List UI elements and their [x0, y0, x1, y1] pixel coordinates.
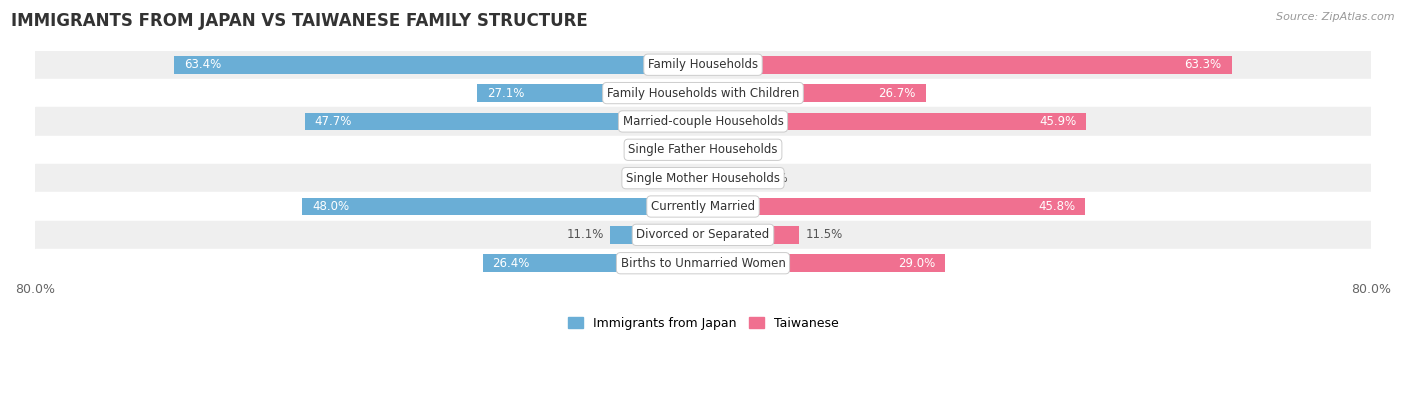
Bar [35, 192, 1371, 221]
Bar [703, 56, 1232, 73]
Bar [305, 113, 703, 130]
Text: 26.7%: 26.7% [879, 87, 915, 100]
Bar [35, 164, 1371, 192]
Legend: Immigrants from Japan, Taiwanese: Immigrants from Japan, Taiwanese [562, 312, 844, 335]
Text: Married-couple Households: Married-couple Households [623, 115, 783, 128]
Text: Single Mother Households: Single Mother Households [626, 172, 780, 184]
Bar [35, 135, 1371, 164]
Bar [703, 141, 721, 158]
Text: 5.8%: 5.8% [758, 172, 787, 184]
Text: Family Households with Children: Family Households with Children [607, 87, 799, 100]
Text: 63.3%: 63.3% [1184, 58, 1222, 71]
Bar [482, 254, 703, 272]
Text: 45.8%: 45.8% [1038, 200, 1076, 213]
Text: Family Households: Family Households [648, 58, 758, 71]
Bar [610, 226, 703, 244]
Bar [35, 249, 1371, 277]
Text: Currently Married: Currently Married [651, 200, 755, 213]
Bar [35, 51, 1371, 79]
Bar [35, 107, 1371, 135]
Text: 47.7%: 47.7% [315, 115, 352, 128]
Text: 11.1%: 11.1% [567, 228, 603, 241]
Text: 48.0%: 48.0% [312, 200, 349, 213]
Text: IMMIGRANTS FROM JAPAN VS TAIWANESE FAMILY STRUCTURE: IMMIGRANTS FROM JAPAN VS TAIWANESE FAMIL… [11, 12, 588, 30]
Bar [703, 198, 1085, 215]
Bar [686, 141, 703, 158]
Text: Divorced or Separated: Divorced or Separated [637, 228, 769, 241]
Bar [35, 221, 1371, 249]
Text: 45.9%: 45.9% [1039, 115, 1076, 128]
Text: 2.0%: 2.0% [650, 143, 679, 156]
Text: 26.4%: 26.4% [492, 257, 530, 270]
Bar [302, 198, 703, 215]
Bar [703, 84, 927, 102]
Bar [659, 169, 703, 187]
Bar [703, 254, 945, 272]
Text: 11.5%: 11.5% [806, 228, 844, 241]
Text: 5.2%: 5.2% [623, 172, 652, 184]
Bar [703, 113, 1087, 130]
Bar [35, 79, 1371, 107]
Text: 63.4%: 63.4% [184, 58, 221, 71]
Bar [173, 56, 703, 73]
Text: 29.0%: 29.0% [898, 257, 935, 270]
Bar [703, 226, 799, 244]
Bar [703, 169, 751, 187]
Text: Births to Unmarried Women: Births to Unmarried Women [620, 257, 786, 270]
Text: 2.2%: 2.2% [728, 143, 758, 156]
Text: 27.1%: 27.1% [486, 87, 524, 100]
Bar [477, 84, 703, 102]
Text: Single Father Households: Single Father Households [628, 143, 778, 156]
Text: Source: ZipAtlas.com: Source: ZipAtlas.com [1277, 12, 1395, 22]
